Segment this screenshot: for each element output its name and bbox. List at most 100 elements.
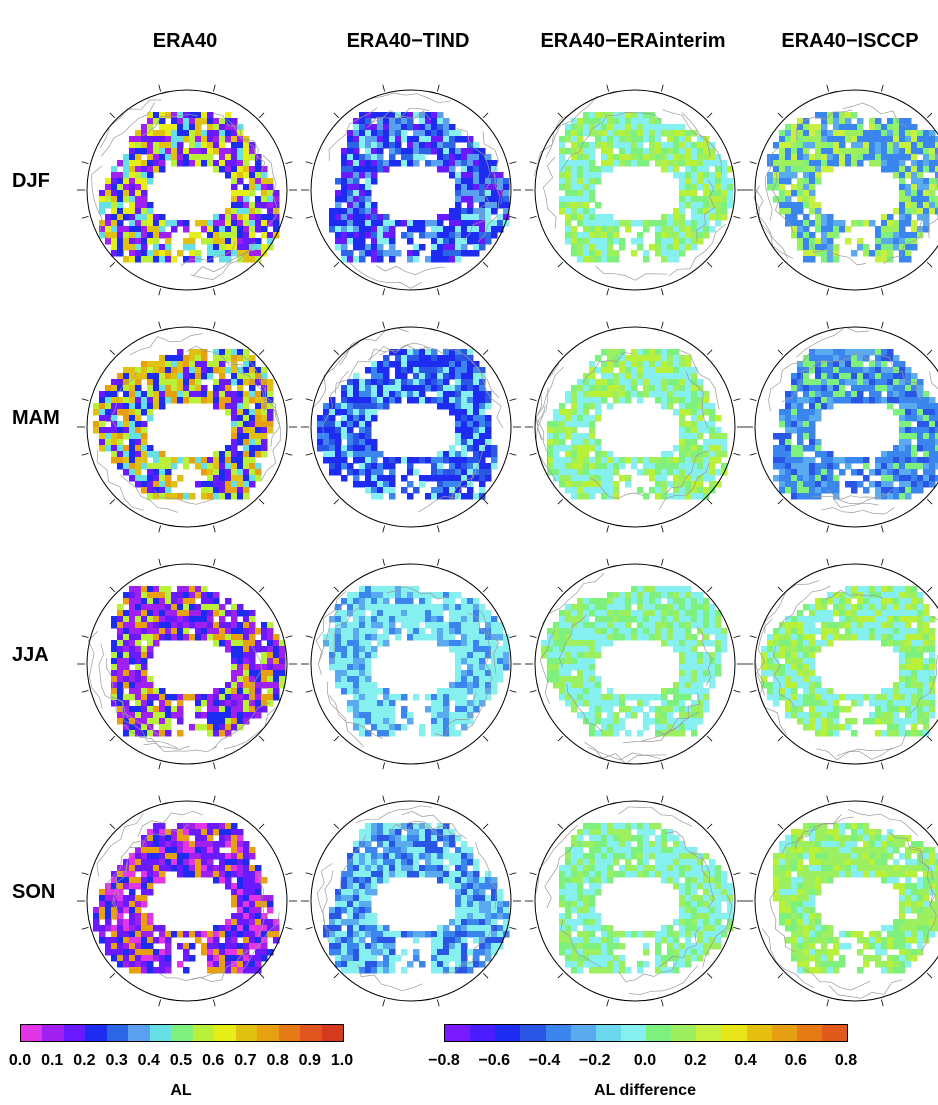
field-cell bbox=[709, 604, 716, 611]
field-cell bbox=[195, 136, 202, 143]
field-cell bbox=[383, 142, 390, 149]
field-cell bbox=[643, 469, 650, 476]
field-cell bbox=[201, 457, 208, 464]
field-cell bbox=[497, 670, 504, 677]
field-cell bbox=[419, 724, 426, 731]
field-cell bbox=[99, 433, 106, 440]
field-cell bbox=[613, 634, 620, 641]
field-cell bbox=[661, 586, 668, 593]
field-cell bbox=[135, 421, 142, 428]
field-cell bbox=[887, 160, 894, 167]
field-cell bbox=[589, 385, 596, 392]
field-cell bbox=[353, 640, 360, 647]
field-cell bbox=[473, 700, 480, 707]
field-cell bbox=[213, 250, 220, 257]
field-cell bbox=[407, 256, 414, 263]
field-cell bbox=[479, 640, 486, 647]
field-cell bbox=[803, 421, 810, 428]
field-cell bbox=[613, 610, 620, 617]
field-cell bbox=[473, 178, 480, 185]
field-cell bbox=[721, 628, 728, 635]
field-cell bbox=[479, 190, 486, 197]
field-cell bbox=[389, 349, 396, 356]
field-cell bbox=[839, 391, 846, 398]
field-cell bbox=[791, 172, 798, 179]
field-cell bbox=[383, 361, 390, 368]
field-cell bbox=[479, 409, 486, 416]
field-cell bbox=[335, 403, 342, 410]
boundary-tick bbox=[777, 261, 784, 268]
field-cell bbox=[607, 367, 614, 374]
field-cell bbox=[359, 208, 366, 215]
field-cell bbox=[583, 244, 590, 251]
field-cell bbox=[479, 670, 486, 677]
field-cell bbox=[135, 652, 142, 659]
field-cell bbox=[619, 616, 626, 623]
field-cell bbox=[899, 184, 906, 191]
field-cell bbox=[721, 451, 728, 458]
field-cell bbox=[455, 682, 462, 689]
field-cell bbox=[383, 640, 390, 647]
field-cell bbox=[479, 481, 486, 488]
field-cell bbox=[249, 226, 256, 233]
field-cell bbox=[911, 172, 918, 179]
field-cell bbox=[347, 451, 354, 458]
field-cell bbox=[631, 250, 638, 257]
field-cell bbox=[431, 457, 438, 464]
field-cell bbox=[243, 397, 250, 404]
field-cell bbox=[893, 361, 900, 368]
field-cell bbox=[833, 142, 840, 149]
field-cell bbox=[827, 130, 834, 137]
field-cell bbox=[213, 238, 220, 245]
field-cell bbox=[395, 628, 402, 635]
field-cell bbox=[249, 355, 256, 362]
field-cell bbox=[401, 373, 408, 380]
field-cell bbox=[365, 172, 372, 179]
field-cell bbox=[171, 628, 178, 635]
field-cell bbox=[141, 172, 148, 179]
field-cell bbox=[213, 379, 220, 386]
field-cell bbox=[347, 154, 354, 161]
field-cell bbox=[473, 208, 480, 215]
field-cell bbox=[583, 628, 590, 635]
field-cell bbox=[869, 469, 876, 476]
field-cell bbox=[905, 427, 912, 434]
field-cell bbox=[703, 214, 710, 221]
field-cell bbox=[893, 244, 900, 251]
field-cell bbox=[449, 634, 456, 641]
field-cell bbox=[589, 361, 596, 368]
field-cell bbox=[601, 160, 608, 167]
field-cell bbox=[791, 373, 798, 380]
field-cell bbox=[779, 130, 786, 137]
field-cell bbox=[697, 415, 704, 422]
field-cell bbox=[255, 238, 262, 245]
field-cell bbox=[249, 232, 256, 239]
field-cell bbox=[383, 586, 390, 593]
field-cell bbox=[359, 232, 366, 239]
field-cell bbox=[467, 415, 474, 422]
boundary-tick bbox=[482, 261, 489, 268]
field-cell bbox=[383, 238, 390, 245]
field-cell bbox=[923, 409, 930, 416]
boundary-tick bbox=[213, 288, 216, 296]
field-cell bbox=[577, 190, 584, 197]
field-cell bbox=[809, 160, 816, 167]
boundary-tick bbox=[557, 498, 564, 505]
field-cell bbox=[129, 202, 136, 209]
field-cell bbox=[443, 391, 450, 398]
field-cell bbox=[571, 427, 578, 434]
field-cell bbox=[135, 202, 142, 209]
field-cell bbox=[461, 409, 468, 416]
field-cell bbox=[347, 142, 354, 149]
field-cell bbox=[219, 148, 226, 155]
field-cell bbox=[159, 634, 166, 641]
field-cell bbox=[791, 220, 798, 227]
field-cell bbox=[461, 646, 468, 653]
field-cell bbox=[827, 469, 834, 476]
field-cell bbox=[243, 694, 250, 701]
field-cell bbox=[213, 391, 220, 398]
field-cell bbox=[389, 487, 396, 494]
field-cell bbox=[371, 694, 378, 701]
field-cell bbox=[673, 256, 680, 263]
field-cell bbox=[225, 634, 232, 641]
